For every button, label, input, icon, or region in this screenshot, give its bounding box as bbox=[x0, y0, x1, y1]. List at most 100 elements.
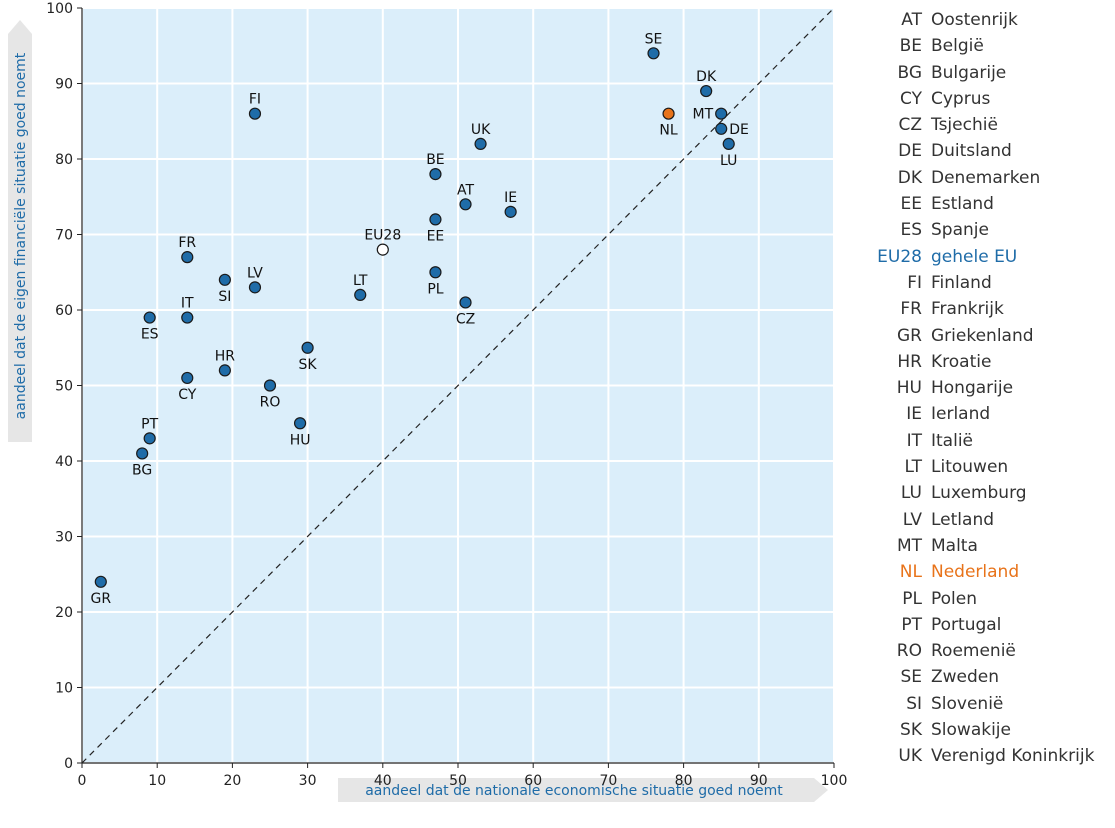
legend-name: Nederland bbox=[931, 562, 1020, 583]
point-label-ie: IE bbox=[504, 190, 517, 206]
legend-name: Cyprus bbox=[931, 88, 991, 109]
y-tick-label: 60 bbox=[55, 303, 73, 319]
legend-item-ro: RO Roemenië bbox=[868, 638, 1113, 664]
legend-code: AT bbox=[901, 10, 922, 30]
x-tick-label: 80 bbox=[675, 773, 693, 789]
point-label-fr: FR bbox=[178, 235, 196, 251]
legend-code: SK bbox=[900, 720, 922, 741]
point-de bbox=[715, 122, 728, 135]
legend-item-eu28: EU28 gehele EU bbox=[868, 244, 1113, 270]
legend-name: Spanje bbox=[931, 220, 989, 241]
point-label-it: IT bbox=[181, 296, 194, 312]
point-label-mt: MT bbox=[693, 107, 714, 123]
x-tick-label: 10 bbox=[148, 773, 166, 789]
legend-name: Polen bbox=[931, 588, 978, 609]
legend-code: HR bbox=[897, 351, 922, 372]
legend-item-mt: MT Malta bbox=[868, 533, 1113, 559]
legend-item-lt: LT Litouwen bbox=[868, 454, 1113, 480]
point-pt bbox=[143, 432, 156, 445]
legend-item-pt: PT Portugal bbox=[868, 612, 1113, 638]
point-label-at: AT bbox=[457, 182, 474, 198]
point-be bbox=[429, 168, 442, 181]
legend-item-it: IT Italië bbox=[868, 428, 1113, 454]
point-fr bbox=[181, 251, 194, 264]
point-label-lu: LU bbox=[720, 153, 737, 169]
point-label-eu28: EU28 bbox=[364, 228, 401, 244]
legend-item-ie: IE Ierland bbox=[868, 401, 1113, 427]
point-bg bbox=[136, 447, 149, 460]
legend-code: RO bbox=[896, 641, 922, 662]
legend-name: Italië bbox=[931, 430, 974, 451]
legend-code: MT bbox=[896, 535, 922, 556]
y-axis-title-arrow bbox=[8, 20, 32, 442]
legend-item-lu: LU Luxemburg bbox=[868, 480, 1113, 506]
legend-name: Roemenië bbox=[931, 641, 1016, 662]
data-points: AT BE BG CY CZ DE DK EE ES EU28 FI FR GR HR HU IE IT LT LU… bbox=[91, 31, 749, 606]
point-gr bbox=[94, 575, 107, 588]
legend-code: DE bbox=[898, 141, 922, 162]
legend-code: IT bbox=[906, 430, 922, 451]
legend-name: Duitsland bbox=[931, 141, 1012, 162]
x-tick-label: 20 bbox=[223, 773, 241, 789]
point-se bbox=[647, 47, 660, 60]
point-lu bbox=[722, 137, 735, 150]
y-axis-title: aandeel dat de eigen financiële situatie… bbox=[13, 52, 29, 419]
x-axis-title-group: aandeel dat de nationale economische sit… bbox=[338, 778, 828, 802]
point-label-uk: UK bbox=[471, 122, 491, 138]
legend-name: Malta bbox=[931, 535, 978, 556]
point-hr bbox=[218, 364, 231, 377]
x-tick-label: 90 bbox=[750, 773, 768, 789]
x-tick-label: 30 bbox=[299, 773, 317, 789]
point-eu28 bbox=[376, 243, 389, 256]
point-label-sk: SK bbox=[299, 357, 318, 373]
legend-name: Ierland bbox=[931, 404, 991, 425]
legend-code: FI bbox=[907, 272, 922, 293]
y-tick-label: 0 bbox=[64, 756, 73, 772]
x-tick-label: 40 bbox=[374, 773, 392, 789]
y-axis-title-group: aandeel dat de eigen financiële situatie… bbox=[8, 20, 32, 442]
legend-item-sk: SK Slowakije bbox=[868, 717, 1113, 743]
x-tick-label: 50 bbox=[449, 773, 467, 789]
point-label-pl: PL bbox=[427, 281, 443, 297]
point-it bbox=[181, 311, 194, 324]
legend-name: Finland bbox=[931, 272, 992, 293]
point-label-de: DE bbox=[729, 122, 749, 138]
legend-name: Frankrijk bbox=[931, 299, 1004, 320]
y-tick-label: 20 bbox=[55, 605, 73, 621]
point-label-es: ES bbox=[141, 327, 159, 343]
legend-item-se: SE Zweden bbox=[868, 664, 1113, 690]
y-tick-label: 90 bbox=[55, 77, 73, 93]
point-label-cz: CZ bbox=[456, 311, 475, 327]
legend-code: EU28 bbox=[877, 246, 922, 267]
legend-name: gehele EU bbox=[931, 246, 1018, 267]
legend-name: Kroatie bbox=[931, 351, 992, 372]
legend-item-lv: LV Letland bbox=[868, 507, 1113, 533]
point-ie bbox=[504, 205, 517, 218]
point-at bbox=[459, 198, 472, 211]
point-uk bbox=[474, 137, 487, 150]
legend-item-cy: CY Cyprus bbox=[868, 86, 1113, 112]
point-cz bbox=[459, 296, 472, 309]
y-tick-label: 30 bbox=[55, 530, 73, 546]
legend-code: PL bbox=[902, 588, 922, 609]
legend-name: Griekenland bbox=[931, 325, 1034, 346]
legend-name: Tsjechië bbox=[931, 115, 998, 136]
legend-code: LT bbox=[904, 457, 922, 478]
point-label-nl: NL bbox=[659, 123, 677, 139]
legend-name: Verenigd Koninkrijk bbox=[931, 746, 1095, 767]
point-sk bbox=[301, 341, 314, 354]
legend-name: België bbox=[931, 36, 984, 57]
legend-code: PT bbox=[901, 614, 922, 635]
legend-item-es: ES Spanje bbox=[868, 217, 1113, 243]
point-label-si: SI bbox=[218, 289, 231, 305]
point-label-fi: FI bbox=[249, 92, 261, 108]
legend-code: BE bbox=[899, 36, 922, 57]
point-label-bg: BG bbox=[132, 462, 152, 478]
legend-name: Slovenië bbox=[931, 693, 1004, 714]
legend-name: Luxemburg bbox=[931, 483, 1027, 504]
point-label-ee: EE bbox=[427, 228, 445, 244]
legend-code: LU bbox=[900, 483, 922, 504]
x-axis-title-arrow bbox=[338, 778, 828, 802]
point-nl bbox=[662, 107, 675, 120]
legend-code: ES bbox=[900, 220, 922, 241]
